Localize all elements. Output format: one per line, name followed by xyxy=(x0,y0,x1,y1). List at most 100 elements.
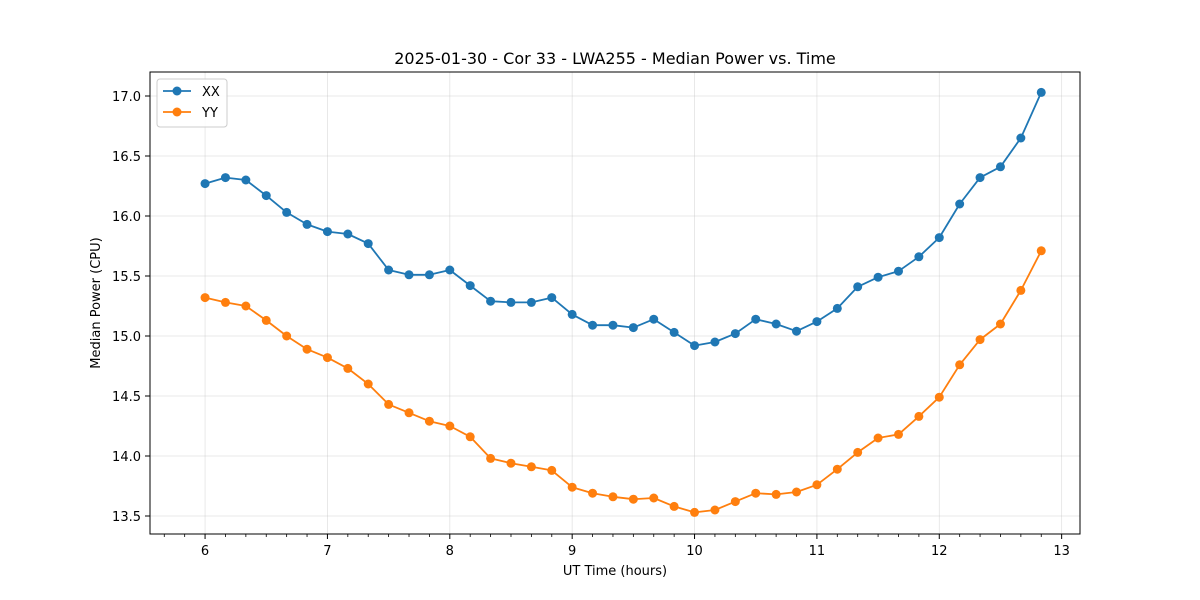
data-point-xx xyxy=(1036,87,1046,97)
data-point-xx xyxy=(771,319,781,329)
data-point-yy xyxy=(363,379,373,389)
data-point-xx xyxy=(445,265,455,275)
y-tick-label: 15.5 xyxy=(112,270,141,285)
data-point-xx xyxy=(628,323,638,333)
data-point-xx xyxy=(710,337,720,347)
data-point-yy xyxy=(873,433,883,443)
data-point-xx xyxy=(975,173,985,183)
data-point-xx xyxy=(424,270,434,280)
data-point-xx xyxy=(669,327,679,337)
y-axis-label: Median Power (CPU) xyxy=(89,237,104,368)
data-point-xx xyxy=(302,219,312,229)
data-point-xx xyxy=(465,281,475,291)
data-point-xx xyxy=(792,326,802,336)
data-point-xx xyxy=(261,191,271,201)
legend-label-xx: XX xyxy=(202,85,220,100)
data-point-xx xyxy=(363,239,373,249)
data-point-yy xyxy=(465,432,475,442)
data-point-yy xyxy=(1036,246,1046,256)
data-point-yy xyxy=(588,488,598,498)
x-tick-label: 7 xyxy=(323,544,331,559)
data-point-xx xyxy=(322,227,332,237)
data-point-xx xyxy=(200,179,210,189)
data-point-yy xyxy=(486,453,496,463)
y-tick-label: 15.0 xyxy=(112,330,141,345)
data-point-xx xyxy=(547,293,557,303)
x-tick-label: 9 xyxy=(568,544,576,559)
y-tick-label: 16.5 xyxy=(112,150,141,165)
data-point-yy xyxy=(200,293,210,303)
data-point-yy xyxy=(261,315,271,325)
data-point-yy xyxy=(445,421,455,431)
y-tick-label: 16.0 xyxy=(112,210,141,225)
data-point-yy xyxy=(282,331,292,341)
data-point-xx xyxy=(751,314,761,324)
data-point-yy xyxy=(669,501,679,511)
x-tick-label: 13 xyxy=(1053,544,1070,559)
data-point-yy xyxy=(343,363,353,373)
data-point-yy xyxy=(241,301,251,311)
chart-title: 2025-01-30 - Cor 33 - LWA255 - Median Po… xyxy=(394,49,836,68)
data-point-xx xyxy=(588,320,598,330)
x-tick-label: 11 xyxy=(809,544,826,559)
plot-frame xyxy=(149,71,1081,535)
data-point-yy xyxy=(1016,285,1026,295)
data-point-xx xyxy=(812,317,822,327)
data-point-yy xyxy=(975,335,985,345)
data-point-xx xyxy=(995,162,1005,172)
data-point-xx xyxy=(934,233,944,243)
data-point-xx xyxy=(853,282,863,292)
legend: XX YY xyxy=(156,78,228,128)
data-point-xx xyxy=(526,297,536,307)
data-point-xx xyxy=(832,303,842,313)
x-tick-label: 10 xyxy=(686,544,703,559)
data-point-xx xyxy=(893,266,903,276)
data-point-yy xyxy=(792,487,802,497)
data-point-yy xyxy=(220,297,230,307)
data-point-xx xyxy=(343,229,353,239)
data-point-yy xyxy=(690,507,700,517)
data-point-xx xyxy=(914,252,924,262)
legend-label-yy: YY xyxy=(201,106,218,121)
data-point-xx xyxy=(1016,133,1026,143)
y-tick-label: 14.5 xyxy=(112,390,141,405)
data-point-yy xyxy=(506,458,516,468)
x-tick-label: 12 xyxy=(931,544,948,559)
data-point-xx xyxy=(649,314,659,324)
data-point-yy xyxy=(751,488,761,498)
data-point-yy xyxy=(526,462,536,472)
x-axis-label: UT Time (hours) xyxy=(563,564,667,579)
data-point-yy xyxy=(547,465,557,475)
data-point-yy xyxy=(914,411,924,421)
data-point-xx xyxy=(608,320,618,330)
axis-ticks: 6 7 8 9 10 11 12 13 13.5 14.0 14.5 15.0 15.5 16.0 16.5… xyxy=(112,90,1070,559)
data-point-yy xyxy=(832,464,842,474)
data-point-yy xyxy=(955,360,965,370)
data-point-xx xyxy=(241,175,251,185)
data-point-yy xyxy=(628,494,638,504)
data-point-yy xyxy=(710,505,720,515)
data-point-yy xyxy=(322,353,332,363)
data-point-yy xyxy=(853,447,863,457)
data-point-yy xyxy=(771,489,781,499)
x-tick-label: 6 xyxy=(201,544,209,559)
legend-marker-yy xyxy=(172,107,182,117)
data-point-yy xyxy=(567,482,577,492)
data-point-yy xyxy=(424,416,434,426)
data-point-yy xyxy=(608,492,618,502)
data-point-xx xyxy=(506,297,516,307)
data-point-xx xyxy=(282,207,292,217)
series-layer xyxy=(200,87,1046,517)
data-point-yy xyxy=(649,493,659,503)
data-point-xx xyxy=(690,341,700,351)
legend-marker-xx xyxy=(172,86,182,96)
grid-lines xyxy=(150,72,1080,534)
data-point-xx xyxy=(955,199,965,209)
data-point-yy xyxy=(934,392,944,402)
data-point-xx xyxy=(220,173,230,183)
y-tick-label: 14.0 xyxy=(112,450,141,465)
data-point-xx xyxy=(730,329,740,339)
data-point-yy xyxy=(384,399,394,409)
y-tick-label: 17.0 xyxy=(112,90,141,105)
